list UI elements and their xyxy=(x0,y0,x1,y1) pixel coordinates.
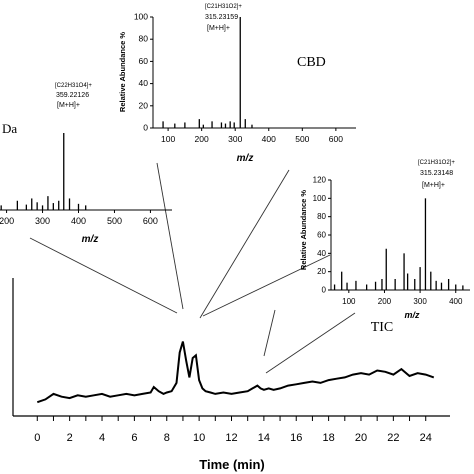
tic-annotation: TIC xyxy=(371,320,394,335)
ms-left-label: Da xyxy=(2,121,17,136)
ms-cbd-x-tick-label: 400 xyxy=(262,134,276,144)
ms-right-panel: 0 20 40 60 80 100 120 100 200 300 400 Relative Ab… xyxy=(299,160,470,320)
ms-right-y-tick-label: 0 xyxy=(322,286,327,295)
ms-right-x-tick-label: 300 xyxy=(413,297,427,306)
tic-x-tick-label: 24 xyxy=(420,432,432,444)
ms-cbd-formula: [C21H31O2]+ xyxy=(205,4,242,10)
connector-left xyxy=(29,237,178,314)
tic-x-tick-label: 8 xyxy=(164,432,170,444)
tic-x-label: Time (min) xyxy=(199,457,265,472)
ms-right-formula: [C21H31O2]+ xyxy=(418,160,455,166)
connector-lines xyxy=(29,162,356,374)
tic-x-tick-label: 12 xyxy=(225,432,237,444)
tic-x-tick-label: 0 xyxy=(34,432,40,444)
ms-left-ion: [M+H]+ xyxy=(57,102,80,109)
ms-right-x-tick-label: 200 xyxy=(378,297,392,306)
ms-right-y-tick-label: 100 xyxy=(313,194,327,203)
ms-cbd-x-tick-label: 500 xyxy=(295,134,309,144)
ms-cbd-panel: 0 20 40 60 80 100 100 200 300 400 500 600 Relative… xyxy=(118,4,356,164)
ms-left-x-tick-label: 400 xyxy=(71,216,86,226)
ms-right-y-tick-label: 120 xyxy=(313,176,327,185)
ms-right-y-tick-label: 80 xyxy=(317,212,326,221)
ms-right-ion: [M+H]+ xyxy=(422,182,445,189)
ms-right-y-tick-label: 40 xyxy=(317,249,326,258)
ms-right-y-label: Relative Abundance % xyxy=(299,190,308,270)
tic-x-tick-label: 6 xyxy=(131,432,137,444)
ms-right-mass: 315.23148 xyxy=(420,170,453,177)
ms-right-x-tick-label: 400 xyxy=(449,297,463,306)
ms-cbd-y-tick-label: 20 xyxy=(139,100,149,110)
ms-cbd-ion: [M+H]+ xyxy=(207,25,230,32)
tic-x-tick-label: 18 xyxy=(322,432,334,444)
ms-left-x-tick-label: 300 xyxy=(35,216,50,226)
ms-cbd-mass: 315.23159 xyxy=(205,14,238,21)
ms-right-y-tick-label: 20 xyxy=(317,267,326,276)
connector-right-c xyxy=(265,312,356,374)
ms-left-panel: 200 300 400 500 600 m/z [C22H31O4]+ 359.2212… xyxy=(0,83,172,245)
ms-cbd-x-tick-label: 100 xyxy=(161,134,175,144)
connector-cbd-a xyxy=(156,162,184,310)
ms-left-x-label: m/z xyxy=(82,234,99,245)
ms-cbd-y-tick-label: 0 xyxy=(143,123,148,133)
ms-cbd-y-tick-label: 60 xyxy=(139,56,149,66)
ms-left-formula: [C22H31O4]+ xyxy=(55,83,92,89)
tic-trace xyxy=(36,341,435,404)
tic-x-tick-label: 10 xyxy=(193,432,205,444)
tic-x-tick-label: 20 xyxy=(355,432,367,444)
ms-cbd-x-label: m/z xyxy=(237,153,254,164)
ms-right-x-tick-label: 100 xyxy=(342,297,356,306)
ms-left-mass: 359.22126 xyxy=(56,92,89,99)
connector-cbd-b xyxy=(199,169,290,319)
tic-x-tick-label: 22 xyxy=(387,432,399,444)
ms-cbd-x-tick-label: 300 xyxy=(228,134,242,144)
ms-left-x-tick-label: 200 xyxy=(0,216,14,226)
tic-x-tick-label: 2 xyxy=(67,432,73,444)
tic-x-tick-label: 4 xyxy=(99,432,105,444)
connector-right-b xyxy=(263,309,276,357)
ms-cbd-y-label: Relative Abundance % xyxy=(118,32,127,112)
tic-x-tick-label: 16 xyxy=(290,432,302,444)
ms-cbd-x-tick-label: 600 xyxy=(329,134,343,144)
tic-x-tick-label: 14 xyxy=(258,432,270,444)
ms-cbd-y-tick-label: 40 xyxy=(139,78,149,88)
ms-left-x-tick-label: 600 xyxy=(143,216,158,226)
ms-cbd-x-tick-label: 200 xyxy=(195,134,209,144)
connector-right-a xyxy=(202,254,331,317)
ms-cbd-y-tick-label: 80 xyxy=(139,34,149,44)
ms-cbd-label: CBD xyxy=(297,55,326,70)
ms-right-x-label: m/z xyxy=(404,310,420,320)
tic-chart: 0 2 4 6 8 10 12 14 16 18 20 22 24 Time (min) TIC xyxy=(12,278,450,472)
ms-left-x-tick-label: 500 xyxy=(107,216,122,226)
ms-cbd-y-tick-label: 100 xyxy=(134,12,148,22)
ms-right-y-tick-label: 60 xyxy=(317,231,326,240)
